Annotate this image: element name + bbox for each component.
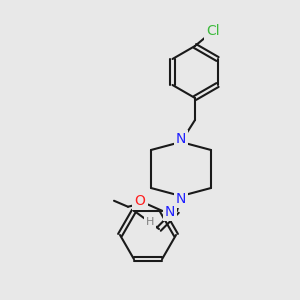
Text: Cl: Cl — [206, 24, 220, 38]
Text: N: N — [165, 205, 175, 219]
Text: H: H — [146, 217, 154, 227]
Text: O: O — [135, 194, 146, 208]
Text: N: N — [176, 132, 186, 146]
Text: N: N — [176, 192, 186, 206]
